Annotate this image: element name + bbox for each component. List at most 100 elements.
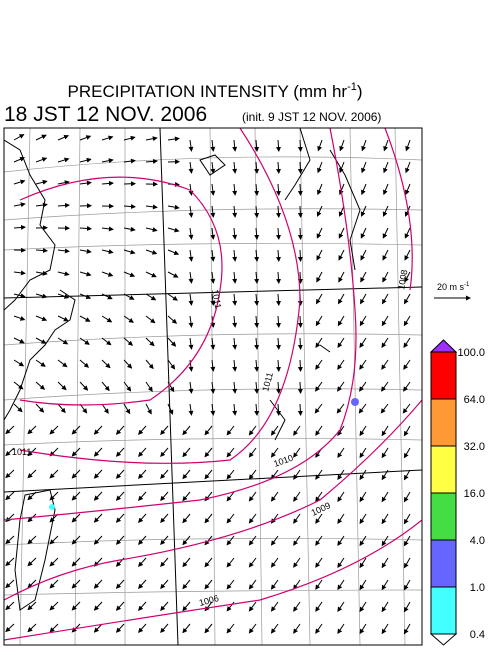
wind-arrow (278, 206, 279, 217)
wind-arrow (212, 382, 213, 393)
wind-arrow (382, 360, 388, 369)
wind-arrow (168, 250, 178, 254)
wind-arrow (190, 140, 192, 151)
wind-arrow (139, 624, 146, 632)
wind-arrow (404, 360, 410, 369)
wind-arrow (318, 162, 322, 172)
wind-arrow (36, 181, 47, 184)
wind-arrow (316, 558, 322, 567)
wind-arrow (316, 470, 322, 479)
wind-arrow (272, 580, 279, 589)
wind-arrow (183, 514, 190, 523)
wind-arrow (190, 294, 192, 305)
wind-arrow (382, 558, 388, 567)
wind-arrow (294, 558, 300, 567)
wind-vectors (6, 135, 410, 634)
wind-arrow (28, 558, 36, 566)
wind-arrow (300, 184, 301, 195)
wind-arrow (117, 470, 124, 478)
valid-time: 18 JST 12 NOV. 2006 (4, 103, 207, 126)
wind-arrow (190, 228, 192, 239)
wind-arrow (294, 470, 300, 479)
wind-arrow (58, 316, 68, 321)
wind-arrow (318, 140, 322, 150)
wind-arrow (6, 426, 14, 434)
wind-arrow (360, 316, 366, 325)
wind-arrow (249, 514, 256, 523)
wind-arrow (146, 272, 156, 277)
wind-arrow (294, 492, 300, 501)
wind-arrow (212, 272, 213, 283)
colorbar-band (431, 540, 456, 587)
wind-arrow (317, 272, 322, 282)
wind-arrow (36, 250, 47, 251)
colorbar-band (431, 493, 456, 540)
colorbar-label: 4.0 (470, 535, 485, 547)
wind-arrow (249, 426, 256, 435)
wind-arrow (294, 536, 300, 545)
colorbar: 100.064.032.016.04.01.00.4 (431, 340, 485, 645)
wind-arrow (227, 558, 234, 567)
wind-arrow (117, 514, 124, 522)
wind-arrow (124, 316, 133, 322)
wind-arrow (249, 602, 256, 611)
wind-arrow (161, 514, 168, 522)
wind-arrow (405, 228, 410, 238)
wind-arrow (28, 536, 36, 544)
wind-arrow (278, 250, 279, 261)
wind-arrow (146, 404, 151, 414)
wind-arrow (382, 316, 388, 325)
wind-arrow (382, 338, 388, 347)
wind-arrow (28, 602, 36, 610)
wind-arrow (256, 162, 257, 173)
wind-arrow (58, 250, 69, 251)
wind-arrow (339, 272, 344, 282)
map (4, 128, 422, 645)
wind-arrow (168, 138, 179, 140)
wind-arrow (272, 624, 279, 633)
wind-arrow (58, 360, 67, 367)
wind-arrow (95, 536, 103, 544)
wind-arrow (234, 206, 235, 217)
wind-arrow (362, 184, 366, 194)
wind-arrow (205, 624, 212, 633)
wind-arrow (36, 360, 45, 366)
wind-arrow (36, 316, 46, 320)
wind-arrow (360, 536, 366, 545)
wind-arrow (6, 558, 14, 566)
wind-arrow (316, 580, 322, 589)
wind-arrow (362, 140, 366, 150)
wind-arrow (272, 602, 279, 611)
wind-arrow (146, 382, 152, 391)
wind-arrow (161, 536, 168, 544)
wind-arrow (146, 338, 154, 346)
wind-arrow (382, 448, 388, 457)
wind-arrow (80, 228, 91, 229)
wind-arrow (161, 580, 168, 588)
wind-arrow (6, 536, 14, 544)
wind-arrow (278, 294, 279, 305)
wind-arrow (404, 558, 410, 568)
wind-arrow (72, 470, 80, 478)
wind-arrow (315, 404, 322, 413)
wind-arrow (300, 206, 301, 217)
wind-arrow (300, 250, 301, 261)
wind-arrow (234, 316, 235, 327)
wind-arrow (383, 228, 388, 238)
wind-arrow (146, 294, 155, 300)
wind-arrow (382, 580, 388, 589)
wind-arrow (360, 382, 366, 391)
wind-arrow (338, 316, 344, 325)
wind-arrow (168, 294, 177, 300)
wind-arrow (36, 135, 46, 140)
wind-arrow (205, 558, 212, 567)
wind-arrow (278, 140, 279, 151)
wind-arrow (278, 184, 279, 195)
wind-arrow (139, 514, 146, 522)
wind-arrow (139, 448, 146, 456)
wind-arrow (212, 162, 213, 173)
wind-arrow (294, 514, 300, 523)
wind-arrow (161, 448, 168, 456)
precip-spot (49, 504, 55, 510)
wind-arrow (28, 426, 36, 434)
